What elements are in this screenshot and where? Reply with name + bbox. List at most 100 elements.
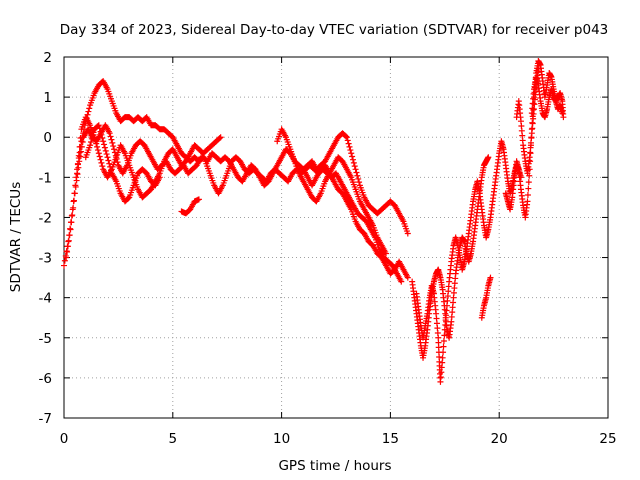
data-point	[355, 175, 362, 182]
x-tick-label: 10	[273, 431, 290, 447]
data-point	[67, 226, 74, 233]
data-point	[109, 139, 116, 146]
y-tick-labels: -7 -6 -5 -4 -3 -2 -1 0 1 2	[39, 50, 52, 427]
data-point	[398, 278, 405, 285]
data-point	[74, 161, 81, 168]
series-track-i	[300, 162, 411, 281]
data-point	[102, 147, 109, 154]
data-point	[524, 191, 531, 198]
data-point	[344, 137, 351, 144]
data-point	[87, 139, 94, 146]
data-point	[108, 136, 115, 143]
series-track-b	[63, 122, 205, 261]
x-tick-label: 20	[491, 431, 508, 447]
y-tick-label: -2	[39, 210, 52, 226]
data-point	[198, 154, 205, 161]
data-point	[535, 66, 542, 73]
data-point	[64, 248, 71, 255]
plot-frame	[63, 56, 609, 419]
data-point	[105, 157, 112, 164]
series-track-e	[178, 196, 202, 217]
series-track-h	[274, 126, 390, 257]
data-point	[77, 135, 84, 142]
data-point	[98, 159, 105, 166]
data-point	[404, 230, 411, 237]
data-point	[76, 158, 83, 165]
data-point	[61, 257, 68, 264]
data-point	[354, 172, 361, 179]
data-point	[71, 190, 78, 197]
x-tick-label: 5	[169, 431, 178, 447]
series-track-m	[502, 58, 566, 221]
data-point	[89, 132, 96, 139]
y-tick-label: -7	[39, 411, 52, 427]
data-point	[90, 129, 97, 136]
data-point	[439, 354, 446, 361]
data-point	[98, 131, 105, 138]
data-point	[383, 250, 390, 257]
data-point	[66, 232, 73, 239]
data-point	[77, 153, 84, 160]
data-point	[93, 140, 100, 147]
data-point	[78, 138, 85, 145]
series-track-n	[528, 74, 567, 121]
data-point	[524, 198, 531, 205]
data-point	[156, 174, 163, 181]
data-point	[97, 156, 104, 163]
data-point	[440, 349, 447, 356]
data-point	[343, 133, 350, 140]
data-point	[99, 163, 106, 170]
y-tick-label: 1	[43, 90, 52, 106]
data-point	[101, 141, 108, 148]
data-point	[92, 137, 99, 144]
data-point	[87, 142, 94, 149]
data-point	[71, 197, 78, 204]
series-track-d	[82, 122, 163, 205]
data-points	[61, 58, 567, 385]
data-point	[103, 151, 110, 158]
data-point	[352, 166, 359, 173]
data-point	[347, 147, 354, 154]
data-point	[72, 183, 79, 190]
data-point	[63, 254, 70, 261]
data-point	[100, 138, 107, 145]
data-point	[346, 143, 353, 150]
data-point	[95, 122, 102, 129]
data-point	[95, 150, 102, 157]
data-point	[350, 159, 357, 166]
data-point	[110, 143, 117, 150]
data-point	[111, 146, 118, 153]
data-point	[485, 154, 492, 161]
series-track-c	[74, 114, 224, 201]
y-tick-label: 2	[43, 50, 52, 66]
data-point	[69, 212, 76, 219]
data-point	[351, 163, 358, 170]
data-point	[343, 134, 350, 141]
data-point	[94, 147, 101, 154]
data-point	[64, 243, 71, 250]
data-point	[97, 128, 104, 135]
x-tick-labels: 0 5 10 15 20 25	[60, 431, 617, 447]
series-track-l	[478, 274, 494, 321]
data-point	[104, 154, 111, 161]
data-point	[86, 105, 93, 112]
y-tick-label: -6	[39, 371, 52, 387]
data-point	[217, 134, 224, 141]
data-point	[195, 196, 202, 203]
data-point	[74, 170, 81, 177]
data-point	[349, 153, 356, 160]
data-point	[85, 108, 92, 115]
y-axis-label: SDTVAR / TECUs	[8, 182, 24, 292]
x-axis-label: GPS time / hours	[278, 458, 391, 474]
data-point	[345, 140, 352, 147]
y-tick-label: -4	[39, 291, 52, 307]
data-point	[96, 125, 103, 132]
data-point	[99, 135, 106, 142]
data-point	[61, 262, 67, 269]
series-track-o	[513, 66, 542, 177]
data-point	[440, 343, 447, 350]
data-point	[108, 167, 115, 174]
data-point	[88, 135, 95, 142]
data-point	[94, 143, 101, 150]
data-point	[560, 114, 567, 121]
